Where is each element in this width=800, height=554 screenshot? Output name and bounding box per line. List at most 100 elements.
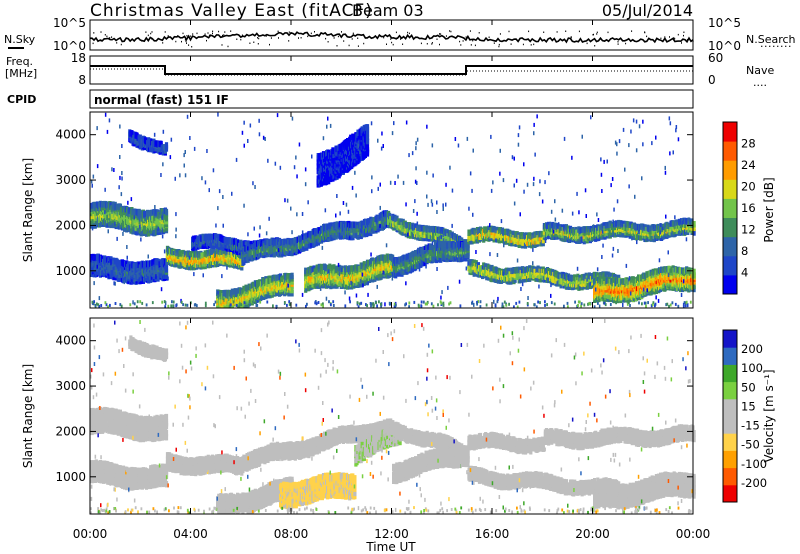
power-cell [540,231,544,238]
power-cell [511,230,515,238]
nsearch-point [150,32,152,35]
nsearch-point [208,34,210,37]
nsearch-point [594,45,596,47]
nsearch-point [191,36,193,38]
power-cell [257,240,261,247]
power-cell [388,212,392,220]
power-cell [405,222,409,229]
nsearch-point [431,43,433,45]
power-cell [523,242,528,249]
nsearch-point [578,30,580,33]
nsearch-point [223,34,225,36]
power-cell [178,257,182,264]
nsearch-point [498,43,500,46]
nsearch-point [431,42,433,44]
power-cell [556,223,560,230]
nave-tick-bottom: 0 [708,73,716,87]
power-cell [371,257,375,264]
power-cell [101,255,105,262]
power-cell [470,237,474,245]
nsearch-point [185,40,187,43]
power-band [304,253,395,293]
nsearch-point [383,36,385,39]
nsearch-point [439,43,440,46]
nsearch-point [175,40,177,43]
nave-tick-top: 60 [708,51,723,65]
power-cell [410,226,414,234]
cpid-label: CPID [7,93,36,106]
nsearch-point [167,35,169,37]
power-cell [495,226,499,234]
nsearch-point [508,30,510,33]
nsearch-point [181,40,182,43]
nsearch-point [692,40,694,42]
nsearch-point [327,41,329,43]
nsearch-point [116,42,118,44]
nsearch-point [206,39,207,42]
nsearch-point [470,44,472,46]
nsearch-point [363,42,365,45]
power-cell [580,236,584,243]
nsearch-point [664,36,666,38]
nsearch-point [218,30,220,33]
nsearch-label: N.Search [746,33,796,46]
nsearch-point [277,30,279,33]
nsearch-point [400,38,401,40]
nsearch-point [660,37,662,40]
power-cell [121,217,126,225]
power-band [467,225,545,249]
nsearch-point [92,42,94,45]
power-cell [401,229,405,236]
power-cell [397,270,401,277]
nsearch-point [556,31,558,33]
power-cell [246,240,250,247]
beam-label: Beam 03 [352,1,424,20]
power-cell [567,236,572,243]
nave-legend-dots: .... [753,76,767,89]
power-cell [472,234,476,242]
nsearch-point [644,31,646,34]
power-cell [395,215,399,223]
nsearch-point [431,37,433,39]
power-cell [118,275,122,282]
date-label: 05/Jul/2014 [602,1,693,20]
nsearch-point [440,33,442,35]
nsearch-point [224,31,226,33]
power-cell [247,287,251,294]
nsearch-point [617,43,619,45]
power-cell [164,266,169,273]
nsearch-point [669,36,670,38]
freq-trace [90,65,693,75]
power-cell [439,256,443,263]
nsearch-point [111,36,113,38]
nsearch-point [681,42,682,44]
nsearch-point [407,31,409,34]
nsearch-point [310,32,312,35]
noise-tick-left-bottom: 10^0 [53,39,86,53]
power-cell [164,214,169,222]
power-cell [317,227,321,234]
power-cell [200,252,204,259]
nsearch-point [435,35,437,37]
power-cell [264,242,268,249]
station-title: Christmas Valley East (fitACF) [90,1,373,21]
power-cell [410,265,415,273]
power-cell [445,229,449,236]
nave-label: Nave [746,64,774,77]
nsearch-point [459,40,461,43]
power-cell [194,235,198,242]
nsearch-point [290,32,292,34]
nsearch-point [314,31,315,33]
nsearch-point [686,39,688,41]
nsearch-point [570,36,572,38]
nsearch-point [104,34,106,36]
power-cell [181,249,185,257]
nsearch-point [300,37,302,39]
noise-trace [89,30,694,48]
nsearch-point [449,30,451,32]
power-cell [492,226,496,233]
nsearch-point [141,40,143,42]
nsearch-point [298,37,299,39]
noise-strip: 10^5 10^0 10^5 10^0 N.Sky N.Search .....… [4,16,796,53]
